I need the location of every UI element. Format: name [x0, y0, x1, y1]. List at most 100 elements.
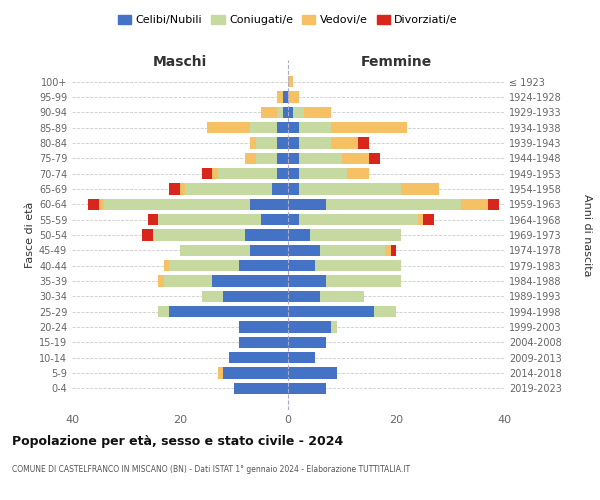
- Bar: [288, 244, 320, 256]
- Bar: [342, 152, 369, 164]
- Bar: [288, 76, 293, 88]
- Text: Anni di nascita: Anni di nascita: [582, 194, 592, 276]
- Bar: [256, 152, 277, 164]
- Bar: [250, 122, 277, 134]
- Bar: [169, 260, 239, 272]
- Bar: [185, 183, 272, 194]
- Bar: [326, 198, 461, 210]
- Bar: [261, 106, 277, 118]
- Bar: [488, 198, 499, 210]
- Bar: [299, 214, 418, 226]
- Text: COMUNE DI CASTELFRANCO IN MISCANO (BN) - Dati ISTAT 1° gennaio 2024 - Elaborazio: COMUNE DI CASTELFRANCO IN MISCANO (BN) -…: [12, 465, 410, 474]
- Bar: [218, 368, 223, 379]
- Bar: [320, 290, 364, 302]
- Bar: [288, 276, 326, 287]
- Bar: [283, 91, 288, 102]
- Bar: [418, 214, 423, 226]
- Bar: [277, 152, 288, 164]
- Bar: [158, 306, 169, 318]
- Bar: [223, 290, 288, 302]
- Legend: Celibi/Nubili, Coniugati/e, Vedovi/e, Divorziati/e: Celibi/Nubili, Coniugati/e, Vedovi/e, Di…: [113, 10, 463, 30]
- Bar: [277, 168, 288, 179]
- Bar: [320, 244, 385, 256]
- Bar: [164, 260, 169, 272]
- Bar: [239, 322, 288, 333]
- Bar: [283, 106, 288, 118]
- Bar: [277, 91, 283, 102]
- Bar: [288, 352, 315, 364]
- Bar: [288, 168, 299, 179]
- Bar: [391, 244, 396, 256]
- Bar: [299, 168, 347, 179]
- Bar: [256, 137, 277, 148]
- Bar: [299, 137, 331, 148]
- Bar: [218, 168, 277, 179]
- Bar: [202, 168, 212, 179]
- Bar: [310, 229, 401, 241]
- Text: Maschi: Maschi: [153, 56, 207, 70]
- Text: Femmine: Femmine: [361, 56, 431, 70]
- Bar: [277, 122, 288, 134]
- Bar: [331, 137, 358, 148]
- Bar: [304, 106, 331, 118]
- Bar: [288, 183, 299, 194]
- Bar: [153, 229, 245, 241]
- Bar: [299, 122, 331, 134]
- Bar: [374, 306, 396, 318]
- Bar: [239, 336, 288, 348]
- Bar: [180, 183, 185, 194]
- Bar: [142, 229, 153, 241]
- Bar: [288, 198, 326, 210]
- Bar: [212, 276, 288, 287]
- Bar: [299, 183, 401, 194]
- Bar: [299, 152, 342, 164]
- Bar: [88, 198, 99, 210]
- Bar: [293, 106, 304, 118]
- Bar: [288, 106, 293, 118]
- Bar: [461, 198, 488, 210]
- Bar: [250, 137, 256, 148]
- Bar: [288, 322, 331, 333]
- Bar: [315, 260, 401, 272]
- Bar: [158, 214, 261, 226]
- Bar: [169, 306, 288, 318]
- Bar: [326, 276, 401, 287]
- Bar: [212, 168, 218, 179]
- Bar: [288, 122, 299, 134]
- Bar: [148, 214, 158, 226]
- Bar: [358, 137, 369, 148]
- Bar: [272, 183, 288, 194]
- Bar: [369, 152, 380, 164]
- Bar: [202, 290, 223, 302]
- Bar: [245, 152, 256, 164]
- Bar: [180, 244, 250, 256]
- Bar: [288, 290, 320, 302]
- Bar: [288, 382, 326, 394]
- Bar: [169, 183, 180, 194]
- Bar: [288, 306, 374, 318]
- Bar: [239, 260, 288, 272]
- Bar: [401, 183, 439, 194]
- Bar: [288, 336, 326, 348]
- Bar: [250, 198, 288, 210]
- Bar: [164, 276, 212, 287]
- Bar: [288, 214, 299, 226]
- Bar: [423, 214, 434, 226]
- Bar: [347, 168, 369, 179]
- Bar: [385, 244, 391, 256]
- Bar: [331, 122, 407, 134]
- Bar: [99, 198, 104, 210]
- Bar: [331, 322, 337, 333]
- Bar: [288, 137, 299, 148]
- Bar: [245, 229, 288, 241]
- Bar: [234, 382, 288, 394]
- Bar: [223, 368, 288, 379]
- Bar: [207, 122, 250, 134]
- Bar: [261, 214, 288, 226]
- Bar: [288, 260, 315, 272]
- Bar: [250, 244, 288, 256]
- Bar: [277, 137, 288, 148]
- Bar: [158, 276, 164, 287]
- Bar: [288, 229, 310, 241]
- Bar: [288, 368, 337, 379]
